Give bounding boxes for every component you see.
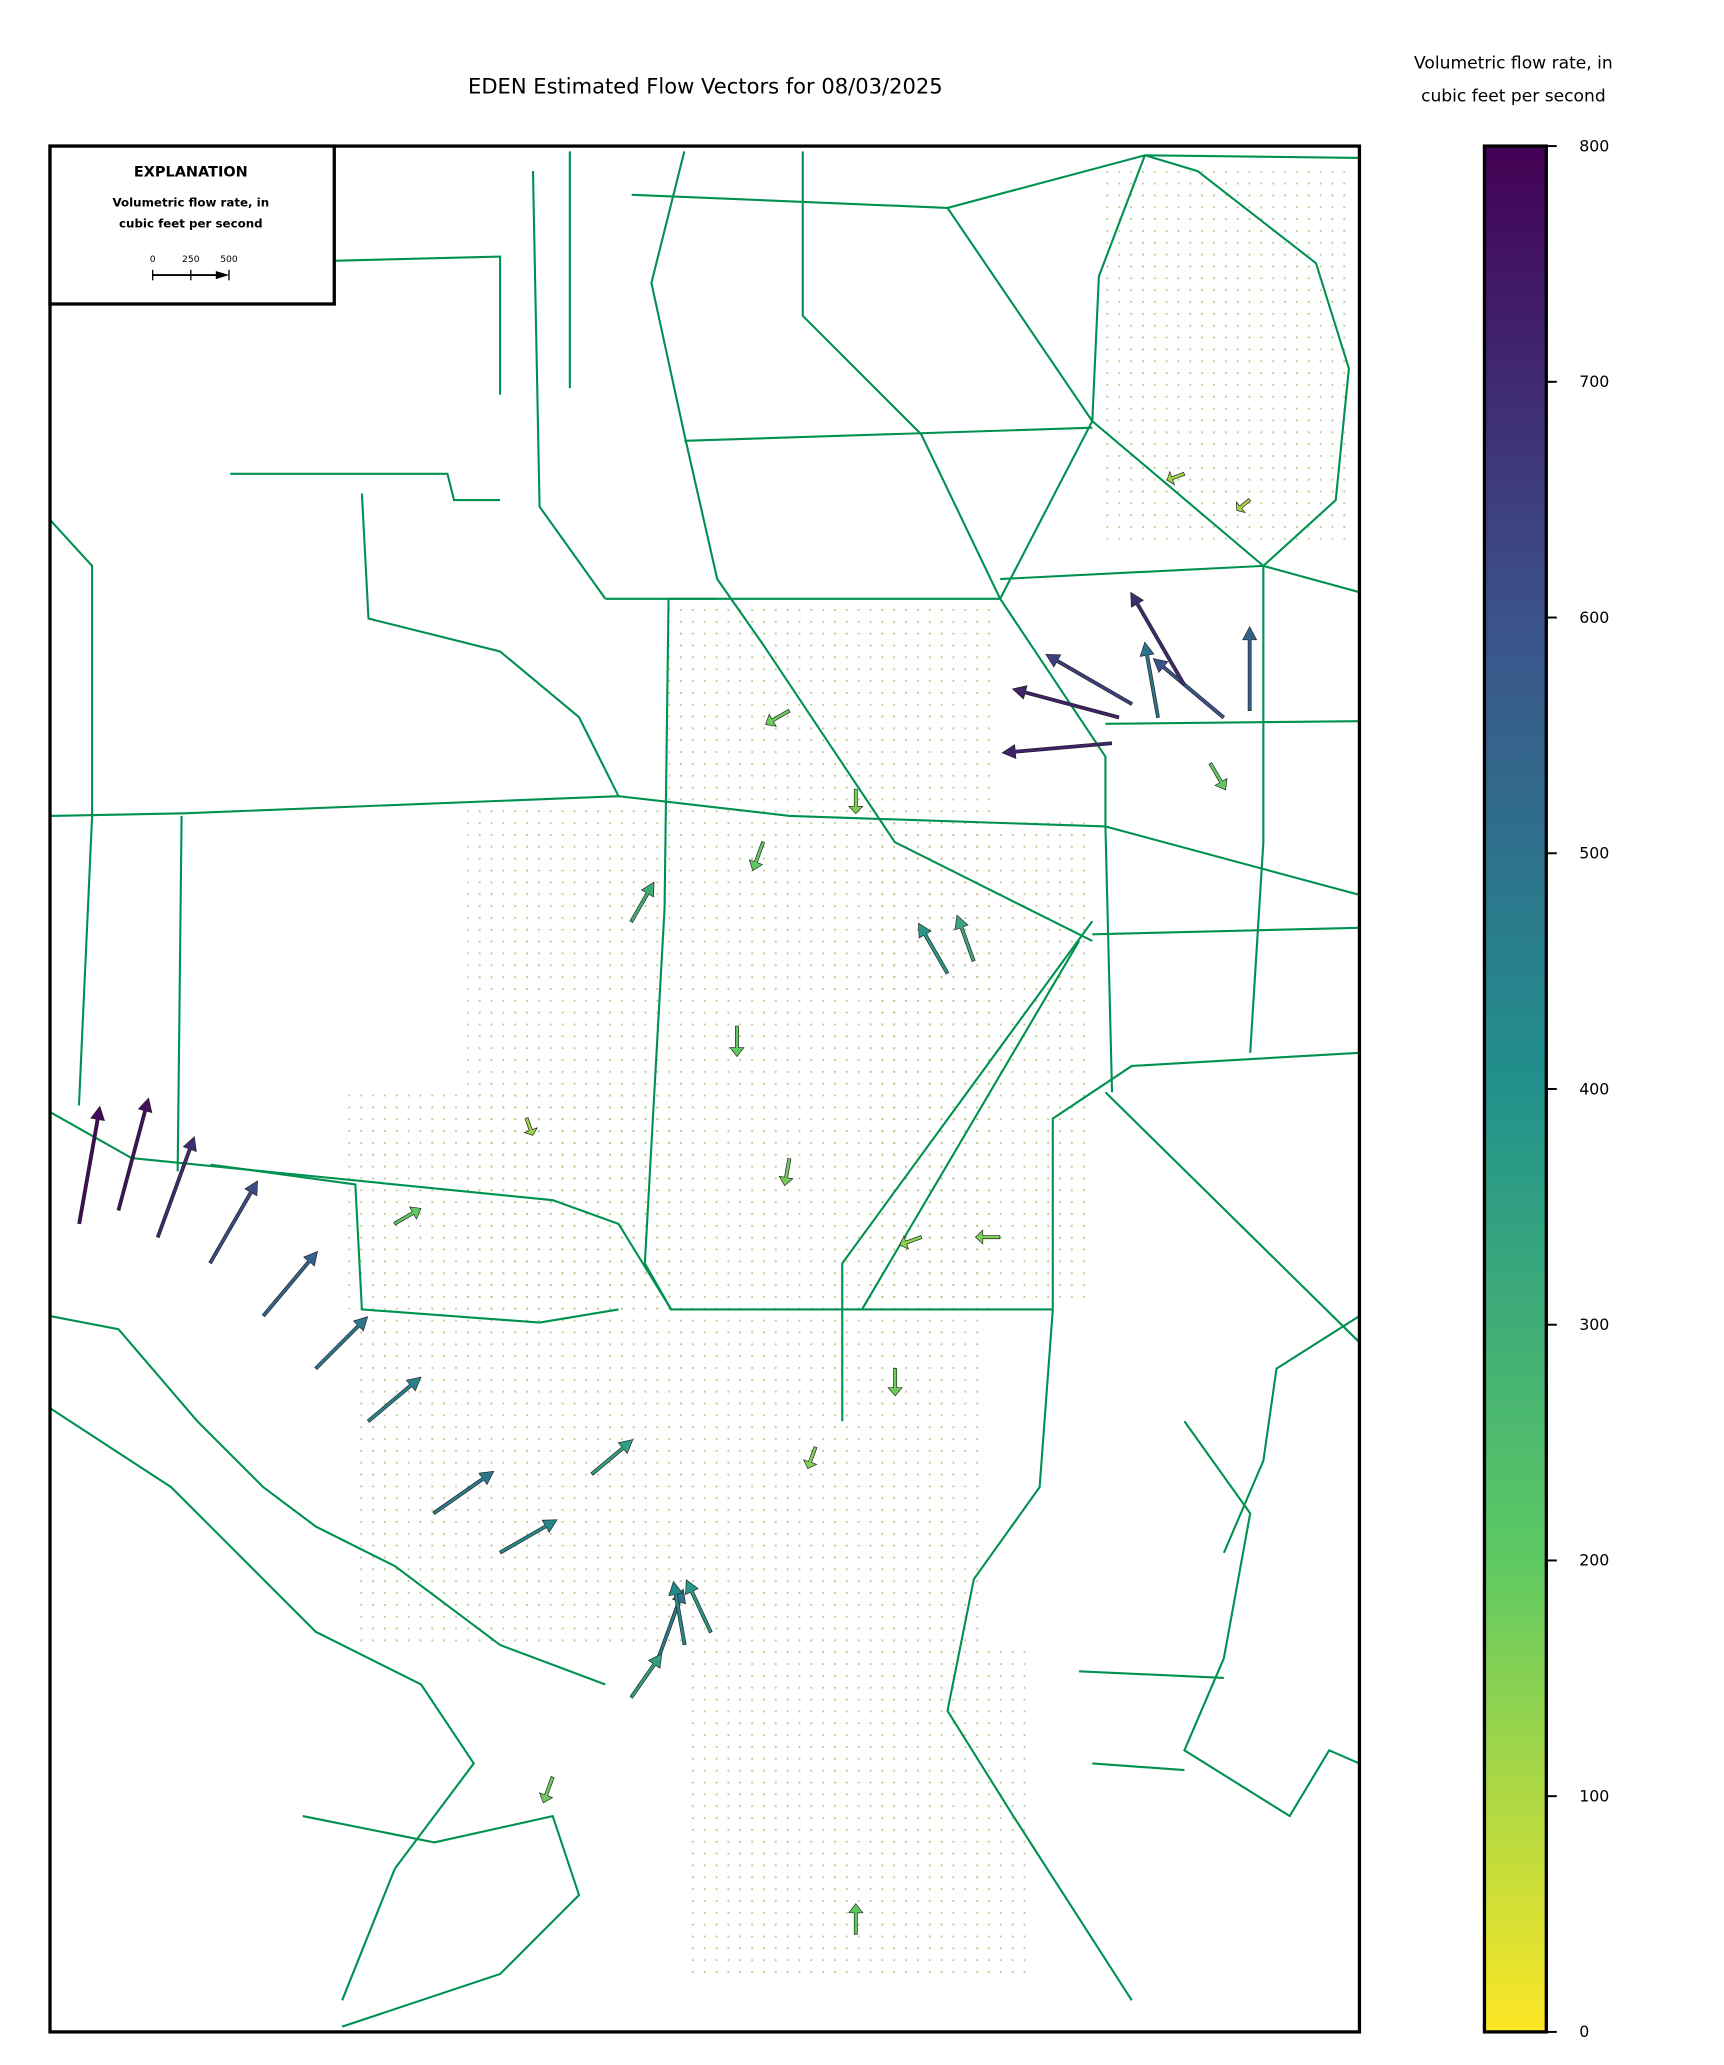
flow-vector (918, 922, 950, 975)
flow-vector (629, 881, 655, 923)
colorbar-ramp (1482, 144, 1548, 2034)
flow-vector (432, 1470, 495, 1516)
colorbar-label: cubic feet per second (1421, 86, 1606, 106)
flow-vector (1130, 591, 1187, 687)
flow-vector (366, 1376, 422, 1423)
scale-label: 0 (150, 254, 156, 265)
flow-vector (539, 1776, 555, 1804)
flow-vector (77, 1105, 105, 1225)
flow-vector (1208, 762, 1228, 791)
map-frame (48, 144, 1362, 2034)
flow-vector (1139, 641, 1160, 719)
chart-title: EDEN Estimated Flow Vectors for 08/03/20… (468, 73, 943, 98)
flow-vector (685, 1579, 713, 1634)
flow-vector (590, 1439, 634, 1476)
colorbar-tick-label: 500 (1579, 844, 1609, 863)
flow-vector (887, 1368, 903, 1397)
flow-vector (261, 1250, 319, 1318)
colorbar-tick-label: 700 (1579, 372, 1609, 391)
flow-vectors (77, 470, 1258, 1935)
flow-vector (668, 1580, 687, 1646)
flow-vector (848, 1903, 864, 1935)
scale-arrow-shape (152, 270, 229, 280)
map-area (50, 151, 1360, 2028)
explanation-label: cubic feet per second (119, 217, 263, 231)
scale-label: 500 (220, 254, 238, 265)
scale-arrow: 0 250 500 (150, 254, 238, 281)
explanation-title: EXPLANATION (134, 164, 248, 180)
flow-vector (155, 1136, 197, 1239)
colorbar-tick-label: 100 (1579, 1786, 1609, 1805)
flow-vector (1242, 625, 1258, 711)
flow-vector (523, 1117, 539, 1136)
scale-label: 250 (182, 254, 200, 265)
flow-vector (765, 708, 791, 727)
flow-vector (899, 1235, 923, 1250)
flow-vector (1045, 653, 1133, 706)
explanation-frame (48, 144, 336, 306)
flow-vector (393, 1206, 422, 1226)
colorbar-tick-label: 800 (1579, 136, 1609, 155)
flow-vector (1011, 685, 1120, 720)
colorbar-tick-label: 400 (1579, 1079, 1609, 1098)
flow-vector (1001, 741, 1113, 760)
colorbar: Volumetric flow rate, in cubic feet per … (1414, 53, 1613, 2041)
flow-vector (748, 841, 766, 872)
flow-vector (116, 1097, 153, 1211)
flow-vector (1152, 658, 1226, 720)
flow-vector (1166, 470, 1186, 486)
grid-dots (342, 171, 1349, 1974)
colorbar-ticks: 0 100 200 300 400 500 600 700 800 (1546, 136, 1609, 2041)
flow-vector (802, 1446, 818, 1469)
colorbar-tick-label: 300 (1579, 1315, 1609, 1334)
flow-vector (314, 1316, 369, 1371)
flow-vector (954, 914, 976, 963)
flow-vector (729, 1025, 745, 1058)
colorbar-tick-label: 200 (1579, 1551, 1609, 1570)
flow-vector (629, 1652, 663, 1699)
flow-vector (1235, 498, 1252, 514)
flow-vector (208, 1180, 258, 1265)
explanation-box: EXPLANATION Volumetric flow rate, in cub… (48, 144, 336, 306)
colorbar-label: Volumetric flow rate, in (1414, 53, 1613, 73)
flow-vector (974, 1229, 1001, 1245)
explanation-label: Volumetric flow rate, in (112, 196, 269, 210)
colorbar-tick-label: 0 (1579, 2022, 1589, 2041)
flow-vector (848, 788, 864, 815)
boundaries (50, 151, 1360, 2028)
flow-vector (498, 1519, 558, 1555)
colorbar-tick-label: 600 (1579, 608, 1609, 627)
flow-vector (778, 1157, 794, 1187)
